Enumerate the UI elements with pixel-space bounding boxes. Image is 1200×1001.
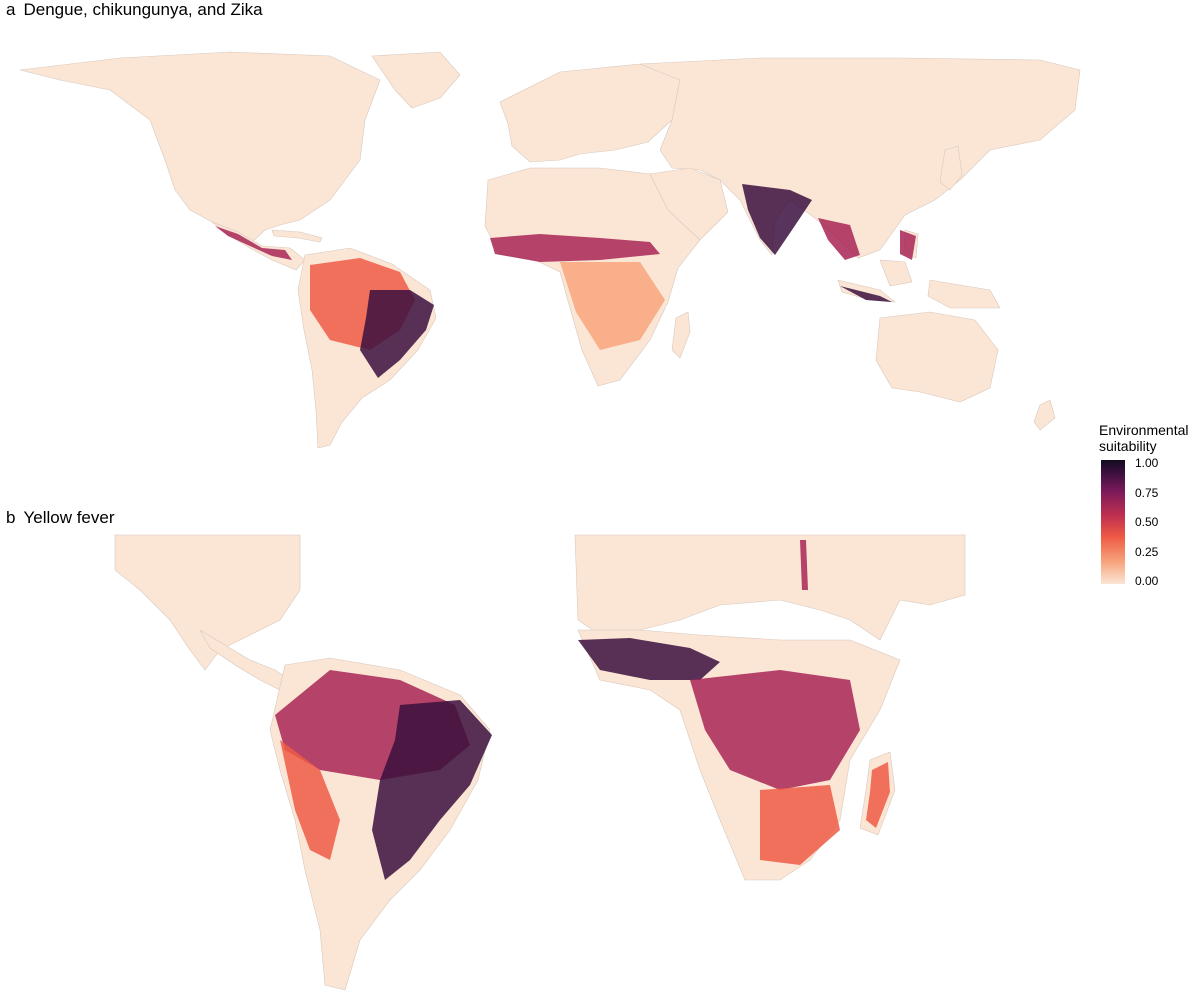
australia-landmass bbox=[875, 311, 999, 403]
panel-b-title: b Yellow fever bbox=[6, 508, 115, 528]
legend-tick-mark bbox=[1125, 493, 1129, 494]
legend-label: 0.75 bbox=[1135, 486, 1159, 500]
greenland-landmass bbox=[371, 51, 461, 109]
north-america-landmass bbox=[19, 51, 381, 247]
madagascar-hotspot-b bbox=[866, 762, 890, 828]
japan-landmass bbox=[939, 145, 963, 191]
suitability-legend: Environmental suitability 1.00 0.75 0.50… bbox=[1099, 422, 1200, 590]
legend-tick-mark bbox=[1125, 552, 1129, 553]
panel-b-name: Yellow fever bbox=[23, 508, 115, 527]
north-africa-landmass-b bbox=[574, 534, 966, 641]
arabia-landmass bbox=[649, 167, 729, 241]
legend-tick-mark bbox=[1125, 581, 1129, 582]
legend-tick-mark bbox=[1125, 522, 1129, 523]
north-america-landmass-b bbox=[114, 534, 301, 671]
legend-colorbar bbox=[1101, 460, 1125, 584]
east-africa-hotspot-b bbox=[760, 785, 840, 865]
europe-landmass bbox=[499, 63, 681, 163]
central-africa-hotspot-b bbox=[690, 670, 860, 790]
nile-hotspot-b bbox=[800, 540, 808, 590]
andes-hotspot-b bbox=[280, 740, 340, 860]
legend-label: 0.00 bbox=[1135, 574, 1159, 588]
brazil-hotspot-b bbox=[372, 700, 492, 880]
yellow-fever-suitability-map bbox=[114, 534, 966, 991]
legend-label: 1.00 bbox=[1135, 456, 1159, 470]
india-hotspot bbox=[742, 184, 812, 255]
panel-b-tag: b bbox=[6, 508, 16, 527]
suitability-hotspots-b bbox=[275, 540, 890, 880]
indonesia-hotspot bbox=[840, 286, 892, 302]
world-suitability-map bbox=[19, 51, 1081, 449]
brazil-hotspot bbox=[360, 290, 434, 378]
panel-a-name: Dengue, chikungunya, and Zika bbox=[23, 0, 263, 19]
panel-a-title: a Dengue, chikungunya, and Zika bbox=[6, 0, 263, 20]
legend-label: 0.50 bbox=[1135, 515, 1159, 529]
central-africa-hotspot bbox=[560, 262, 665, 350]
philippines-hotspot bbox=[900, 230, 916, 260]
legend-body: 1.00 0.75 0.50 0.25 0.00 bbox=[1099, 456, 1200, 590]
new-zealand-landmass bbox=[1033, 399, 1056, 431]
panel-a-tag: a bbox=[6, 0, 16, 19]
central-america-landmass-b bbox=[199, 629, 291, 691]
suitability-hotspots-a bbox=[215, 184, 916, 378]
sahel-hotspot bbox=[490, 234, 660, 262]
legend-title-line2: suitability bbox=[1099, 438, 1157, 454]
legend-tick-mark bbox=[1125, 463, 1129, 464]
central-america-hotspot bbox=[215, 226, 292, 260]
legend-title-line1: Environmental bbox=[1099, 422, 1189, 438]
west-africa-hotspot-b bbox=[578, 638, 720, 680]
madagascar-landmass bbox=[671, 311, 691, 359]
caribbean-islands bbox=[271, 229, 323, 243]
southeast-asia-hotspot bbox=[818, 218, 860, 260]
legend-label: 0.25 bbox=[1135, 545, 1159, 559]
